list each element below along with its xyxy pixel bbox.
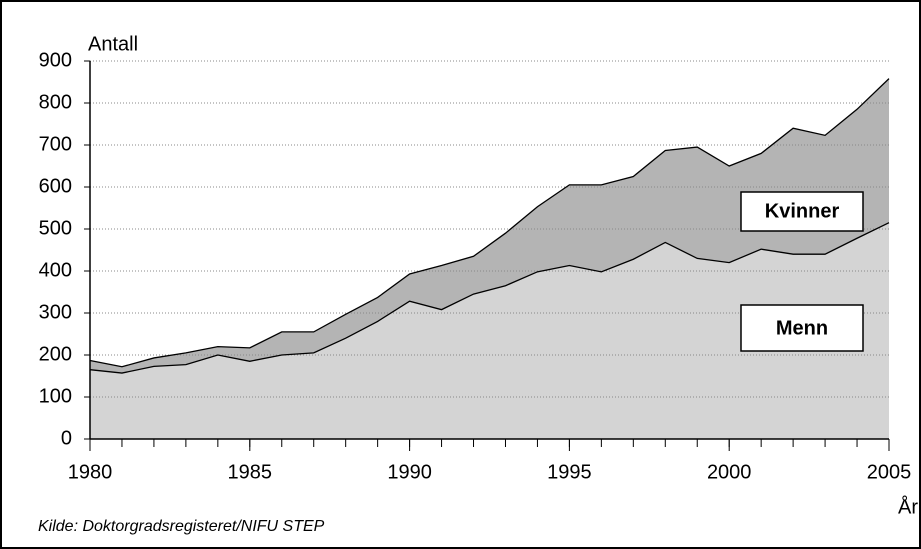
y-tick-label: 400 bbox=[39, 259, 72, 281]
x-tick-label: 2005 bbox=[867, 461, 912, 483]
x-tick-label: 1995 bbox=[547, 461, 592, 483]
y-tick-label: 500 bbox=[39, 217, 72, 239]
y-tick-label: 700 bbox=[39, 133, 72, 155]
y-tick-label: 900 bbox=[39, 49, 72, 71]
x-tick-label: 1980 bbox=[68, 461, 113, 483]
area bbox=[90, 222, 889, 439]
y-tick-label: 100 bbox=[39, 385, 72, 407]
legend-label: Kvinner bbox=[765, 200, 840, 222]
y-tick-label: 600 bbox=[39, 175, 72, 197]
y-axis-label: Antall bbox=[88, 33, 138, 55]
legend-box bbox=[740, 191, 864, 232]
y-tick-label: 800 bbox=[39, 91, 72, 113]
legend-label: Menn bbox=[776, 317, 828, 339]
area bbox=[90, 78, 889, 374]
y-tick-label: 200 bbox=[39, 343, 72, 365]
x-tick-label: 2000 bbox=[707, 461, 752, 483]
series-line bbox=[89, 78, 890, 368]
x-axis-label: År bbox=[898, 495, 918, 518]
source: Kilde: Doktorgradsregisteret/NIFU STEP bbox=[38, 518, 325, 535]
x-tick-label: 1985 bbox=[228, 461, 273, 483]
series-line bbox=[89, 222, 890, 374]
y-tick-label: 0 bbox=[61, 427, 72, 449]
legend-box bbox=[740, 304, 864, 352]
y-tick-label: 300 bbox=[39, 301, 72, 323]
x-tick-label: 1990 bbox=[387, 461, 432, 483]
